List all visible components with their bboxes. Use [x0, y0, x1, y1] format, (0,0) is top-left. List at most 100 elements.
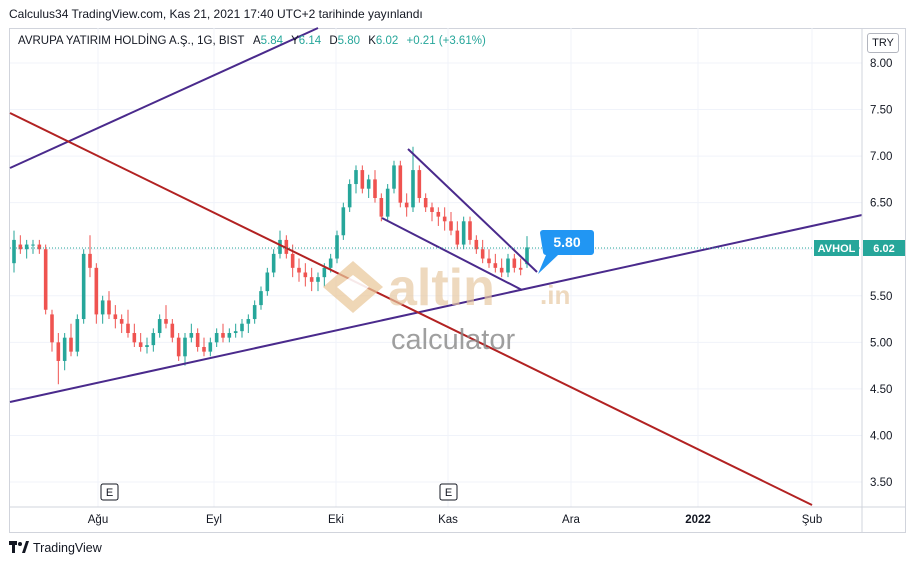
candle: [316, 272, 320, 292]
candle: [461, 216, 466, 250]
candle: [233, 323, 238, 338]
candle: [284, 235, 289, 259]
candle: [240, 319, 244, 338]
candle: [379, 193, 384, 222]
candle: [113, 305, 118, 329]
candle: [303, 263, 308, 287]
candle: [43, 244, 48, 315]
candle: [126, 309, 130, 338]
candle: [373, 170, 377, 203]
candle: [119, 314, 124, 334]
candle: [259, 286, 263, 310]
x-tick-label: Ara: [562, 514, 581, 526]
earnings-marker-1[interactable]: E: [100, 483, 119, 501]
candle: [512, 253, 517, 273]
candle: [100, 295, 105, 324]
candle: [189, 323, 194, 343]
close-value: 6.02: [375, 35, 399, 47]
candle: [271, 249, 276, 278]
candle: [392, 160, 396, 194]
candle: [31, 239, 35, 254]
y-tick-label: 5.50: [870, 291, 892, 303]
candle: [430, 202, 434, 222]
upper-channel-line[interactable]: [9, 27, 319, 169]
open-value: 5.84: [260, 35, 284, 47]
candle: [480, 239, 485, 264]
candle: [487, 249, 491, 268]
y-tick-label: 3.50: [870, 477, 892, 489]
x-tick-label: Eyl: [206, 514, 222, 526]
y-tick-label: 6.50: [870, 198, 892, 210]
candle: [214, 328, 219, 347]
candle: [252, 300, 257, 324]
high-value: 6.14: [298, 35, 322, 47]
candle: [176, 333, 181, 361]
chart-frame[interactable]: [9, 28, 906, 533]
change-value: +0.21 (+3.61%): [406, 35, 486, 47]
y-tick-label: 8.00: [870, 58, 892, 70]
x-tick-label: 2022: [685, 514, 711, 526]
candle: [107, 291, 111, 320]
x-tick-label: Eki: [328, 514, 344, 526]
candle: [442, 207, 447, 231]
candle: [385, 184, 390, 222]
currency-button[interactable]: TRY: [867, 33, 899, 53]
support-trendline[interactable]: [9, 214, 863, 403]
candle: [518, 258, 523, 276]
candle: [81, 249, 86, 324]
symbol-name: AVRUPA YATIRIM HOLDİNG A.Ş., 1G, BIST: [18, 35, 245, 47]
footer-brand[interactable]: TradingView: [9, 541, 102, 555]
candle: [417, 165, 422, 203]
candle: [423, 193, 428, 212]
candle: [138, 333, 143, 352]
wedge-upper-line[interactable]: [407, 148, 538, 273]
candle: [202, 337, 206, 357]
candle: [449, 211, 453, 236]
candle: [366, 174, 371, 199]
tradingview-logo-icon: [9, 541, 29, 553]
candle: [404, 193, 409, 217]
svg-text:E: E: [106, 487, 113, 499]
watermark-caption: calculator: [391, 324, 515, 356]
candle: [24, 239, 29, 259]
candle: [183, 333, 187, 366]
candle: [354, 165, 358, 194]
watermark-logo-icon: [323, 261, 383, 313]
resistance-trendline[interactable]: [9, 112, 813, 506]
footer-brand-text: TradingView: [33, 541, 102, 555]
candle: [56, 333, 61, 385]
y-tick-label: 5.00: [870, 337, 892, 349]
candle: [347, 179, 352, 212]
price-callout[interactable]: 5.80: [538, 230, 594, 274]
candle: [88, 235, 92, 278]
candle: [69, 323, 73, 357]
candle: [12, 230, 16, 273]
candle: [436, 207, 441, 226]
candle: [455, 221, 460, 250]
candle: [499, 258, 504, 278]
watermark-brand-sub: .in: [540, 280, 570, 310]
candle: [360, 165, 365, 194]
candle: [94, 263, 99, 324]
candle: [170, 319, 175, 343]
candle: [341, 202, 346, 240]
ticker-name: AVHOL: [818, 243, 856, 255]
y-tick-label: 7.50: [870, 105, 892, 117]
callout-value: 5.80: [553, 234, 580, 250]
candle: [164, 305, 168, 329]
candle: [474, 235, 479, 254]
y-tick-label: 7.00: [870, 151, 892, 163]
wedge-lower-line[interactable]: [381, 217, 523, 291]
candle: [411, 146, 415, 212]
candle: [335, 230, 339, 264]
earnings-marker-2[interactable]: E: [439, 483, 458, 501]
candle: [493, 253, 498, 273]
candle: [208, 337, 213, 357]
watermark-brand: altin: [388, 259, 495, 317]
y-tick-label: 4.00: [870, 430, 892, 442]
x-tick-label: Kas: [438, 514, 458, 526]
candle: [227, 328, 232, 343]
symbol-legend: AVRUPA YATIRIM HOLDİNG A.Ş., 1G, BIST A5…: [18, 35, 486, 47]
low-value: 5.80: [337, 35, 361, 47]
